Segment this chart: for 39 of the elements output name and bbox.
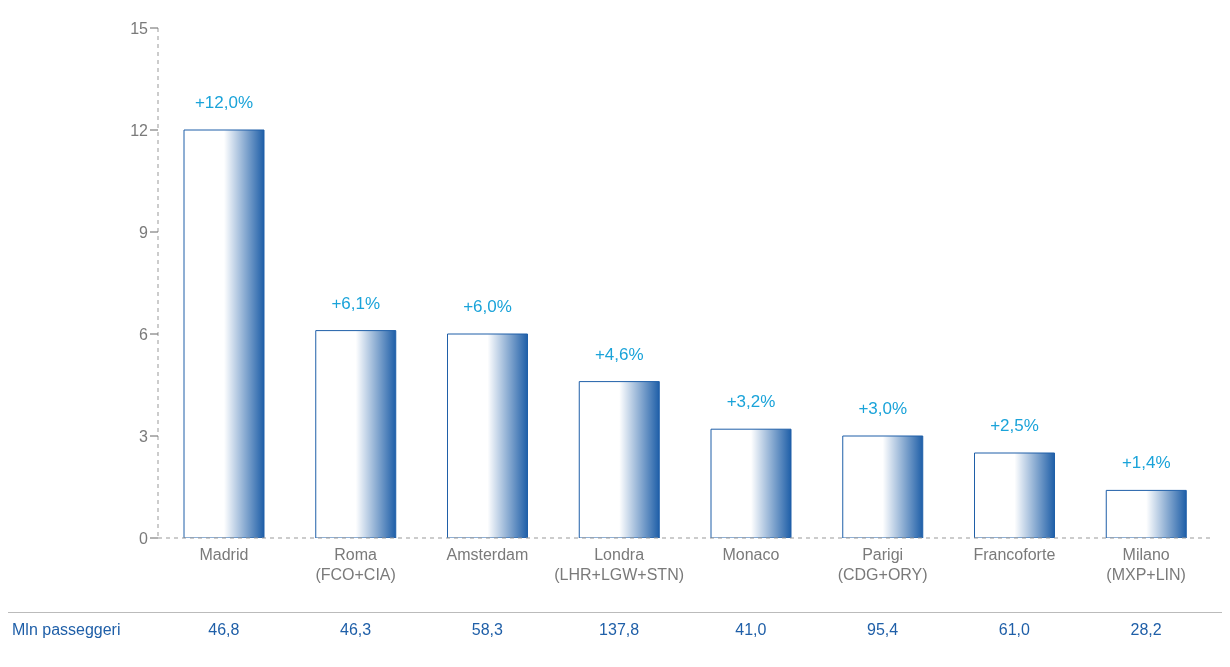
text: 137,8 — [598, 621, 641, 639]
bar — [447, 333, 528, 538]
x-tick-label: Madrid — [199, 546, 249, 563]
y-tick-label: 0 — [139, 529, 149, 547]
text: 46,3 — [339, 621, 373, 639]
data-label: +2,5% — [990, 416, 1039, 435]
text: 28,2 — [1129, 621, 1163, 639]
data-label: +12,0% — [194, 93, 254, 112]
text: 95,4 — [866, 621, 900, 639]
y-tick-label: 6 — [139, 325, 149, 343]
x-tick-label: Monaco — [722, 546, 780, 563]
y-tick-label: 9 — [139, 223, 149, 241]
y-tick-label: 15 — [130, 19, 149, 37]
data-label: +3,0% — [858, 399, 908, 418]
x-tick-label: Londra (LHR+LGW+STN) — [554, 546, 685, 583]
bar — [315, 330, 397, 538]
data-label: +6,0% — [463, 297, 512, 316]
x-tick-label: Amsterdam — [446, 546, 529, 563]
data-label: +1,4% — [1121, 453, 1171, 473]
text: 58,3 — [470, 621, 504, 639]
x-tick-label: Milano (MXP+LIN) — [1106, 546, 1186, 583]
bar — [183, 129, 265, 538]
y-tick-label: 3 — [139, 427, 149, 445]
text: 61,0 — [997, 621, 1031, 639]
data-label: +4,6% — [594, 344, 644, 364]
bar — [842, 435, 924, 538]
text: Mln passeggeri — [12, 621, 121, 639]
bar — [578, 381, 660, 538]
bar — [710, 428, 792, 538]
x-tick-label: Roma (FCO+CIA) — [315, 546, 396, 583]
x-tick-label: Parigi (CDG+ORY) — [837, 546, 928, 583]
text: 41,0 — [734, 621, 768, 639]
x-tick-label: Francoforte — [973, 546, 1056, 563]
text: 46,8 — [207, 621, 241, 639]
data-label: +3,2% — [726, 392, 776, 412]
bar — [1105, 489, 1187, 538]
data-label: +6,1% — [331, 293, 381, 313]
bar — [974, 452, 1055, 538]
y-tick-label: 12 — [130, 121, 149, 139]
